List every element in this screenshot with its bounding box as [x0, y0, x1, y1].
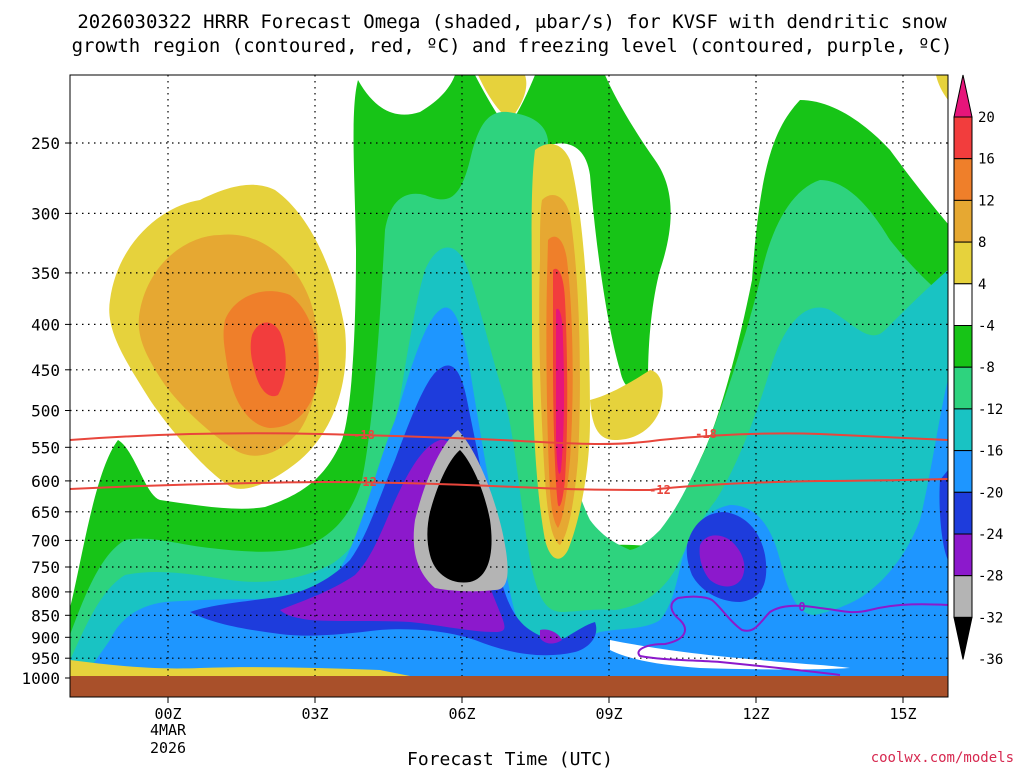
colorbar-segment — [953, 491, 973, 535]
colorbar-arrow-bottom — [953, 616, 973, 660]
colorbar-tick-label: 4 — [978, 277, 986, 293]
omega-negative-region-24 — [280, 439, 745, 644]
y-tick-label: 800 — [31, 583, 60, 602]
y-tick-label: 700 — [31, 531, 60, 550]
colorbar-segment — [953, 325, 973, 368]
colorbar-tick-label: -28 — [978, 569, 1003, 585]
omega-negative-region-36 — [427, 450, 492, 583]
colorbar-tick-label: -16 — [978, 444, 1003, 460]
colorbar-tick-label: -8 — [978, 360, 995, 376]
colorbar-segment — [953, 533, 973, 577]
contour-label-dgz-top-right: -18 — [695, 427, 717, 441]
x-tick-label: 03Z — [301, 705, 328, 723]
y-tick-label: 850 — [31, 606, 60, 625]
y-tick-label: 1000 — [21, 669, 60, 688]
y-tick-label: 400 — [31, 315, 60, 334]
contour-label-dgz-top-left: -18 — [353, 428, 375, 442]
x-tick-label: 06Z — [448, 705, 475, 723]
colorbar-tick-label: -12 — [978, 402, 1003, 418]
y-tick-label: 600 — [31, 472, 60, 491]
colorbar-segment — [953, 450, 973, 493]
omega-shading — [70, 75, 948, 697]
chart-title: 2026030322 HRRR Forecast Omega (shaded, … — [77, 11, 947, 33]
colorbar-segment — [953, 241, 973, 285]
x-tick-label: 00Z — [154, 705, 181, 723]
x-tick-label: 09Z — [595, 705, 622, 723]
colorbar-segment — [953, 283, 973, 326]
y-tick-label: 300 — [31, 204, 60, 223]
y-tick-label: 950 — [31, 649, 60, 668]
colorbar-tick-label: 12 — [978, 193, 995, 209]
y-tick-label: 900 — [31, 628, 60, 647]
contour-label-dgz-bottom-left: -12 — [355, 475, 377, 489]
colorbar-segment — [953, 408, 973, 452]
contour-dgz-bottom — [70, 478, 948, 492]
contour-dgz-top — [70, 432, 948, 445]
colorbar-segment — [953, 366, 973, 410]
x-tick-label: 12Z — [742, 705, 769, 723]
colorbar-tick-label: 8 — [978, 235, 986, 251]
y-axis: 250 300 350 400 450 500 550 600 650 700 750 800 850 9… — [21, 134, 70, 688]
y-tick-label: 350 — [31, 264, 60, 283]
x-tick-label: 15Z — [889, 705, 916, 723]
colorbar-arrow-top — [953, 74, 973, 118]
omega-positive-region-center-20 — [556, 308, 565, 474]
colorbar-tick-label: -24 — [978, 527, 1003, 543]
ground-terrain — [70, 676, 948, 697]
omega-positive-region-left-16 — [250, 322, 286, 397]
y-tick-label: 500 — [31, 402, 60, 421]
colorbar-segment — [953, 575, 973, 618]
colorbar-segment — [953, 158, 973, 201]
colorbar-tick-label: 20 — [978, 110, 995, 126]
y-tick-label: 250 — [31, 134, 60, 153]
colorbar: 20 16 12 8 4 -4 -8 -12 -16 -20 -24 -28 -32 -36 — [953, 74, 1003, 668]
omega-neutral-region-surface — [610, 640, 850, 670]
colorbar-tick-label: -36 — [978, 652, 1003, 668]
plot-frame — [69, 74, 949, 698]
omega-positive-region-right — [590, 370, 663, 440]
x-axis: 00Z 03Z 06Z 09Z 12Z 15Z — [154, 697, 917, 723]
plot-area — [70, 75, 948, 697]
colorbar-tick-label: -20 — [978, 485, 1003, 501]
y-tick-label: 550 — [31, 438, 60, 457]
credit-text: coolwx.com/models — [871, 750, 1014, 766]
omega-positive-region-surface — [70, 660, 410, 676]
contour-label-freezing: 0 — [798, 600, 805, 614]
contour-label-dgz-bottom-right: -12 — [649, 483, 671, 497]
contour-labels: -18 -18 -12 -12 0 — [353, 427, 805, 614]
colorbar-segment — [953, 116, 973, 160]
y-tick-label: 650 — [31, 503, 60, 522]
colorbar-segment — [953, 199, 973, 243]
colorbar-tick-label: -32 — [978, 610, 1003, 626]
grid-lines — [70, 75, 948, 697]
x-date-day: 4MAR — [150, 721, 187, 739]
x-date-year: 2026 — [150, 739, 186, 757]
y-tick-label: 750 — [31, 558, 60, 577]
contour-freezing-level — [637, 595, 948, 676]
omega-positive-region-topright — [936, 75, 948, 100]
colorbar-tick-label: -4 — [978, 319, 995, 335]
colorbar-tick-label: 16 — [978, 152, 995, 168]
y-tick-label: 450 — [31, 361, 60, 380]
omega-positive-region-top — [478, 75, 527, 120]
chart-subtitle: growth region (contoured, red, ºC) and f… — [72, 35, 953, 57]
x-axis-label: Forecast Time (UTC) — [407, 749, 613, 768]
